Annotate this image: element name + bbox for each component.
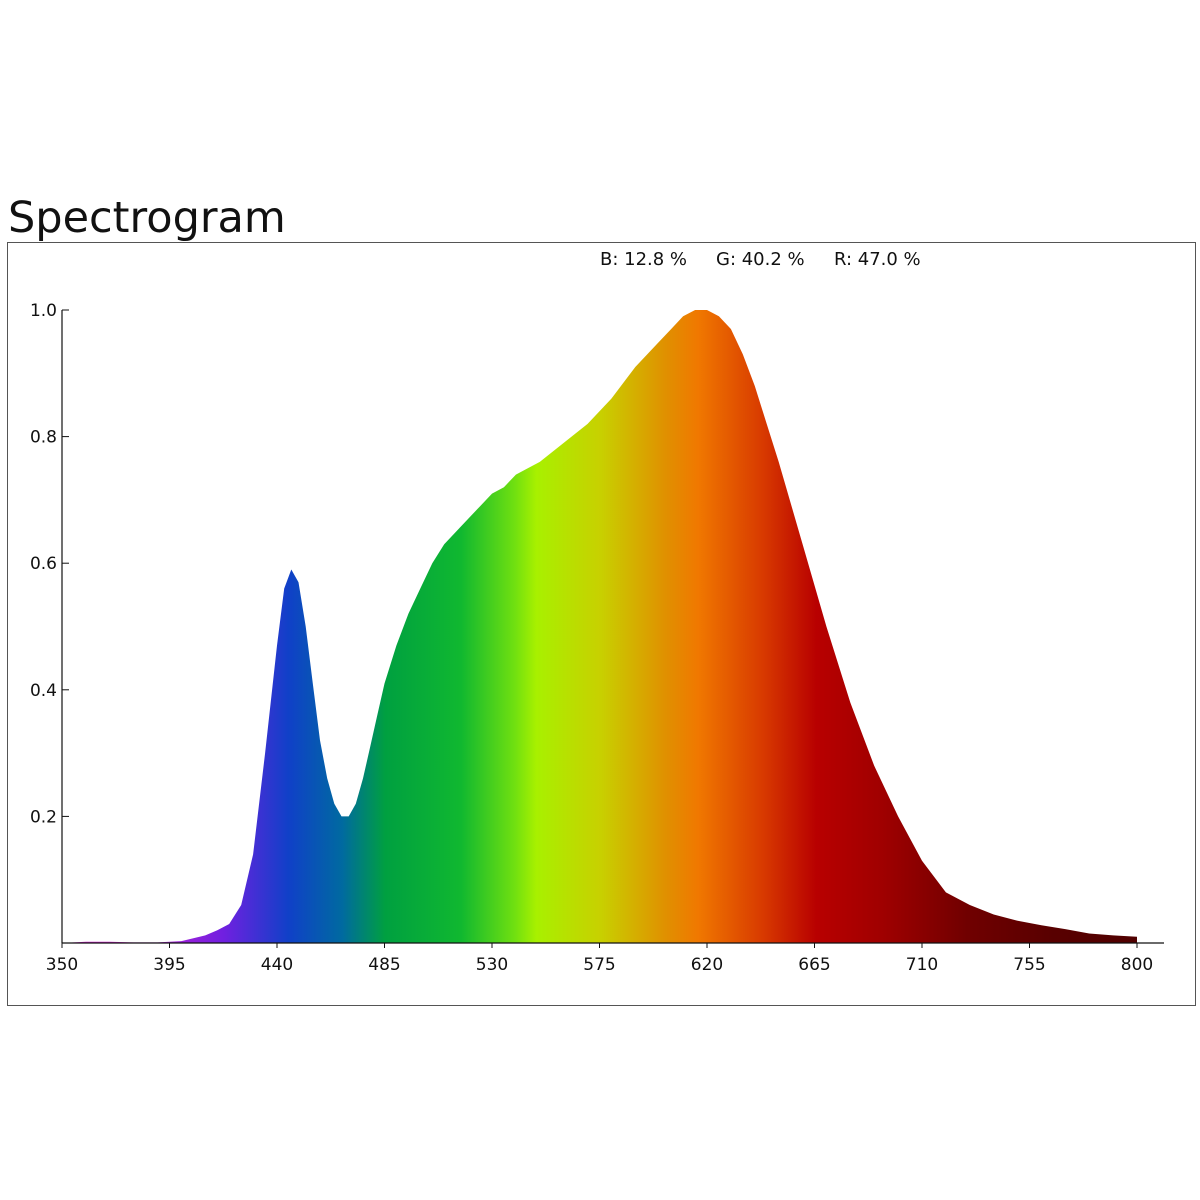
x-tick-label: 575 (583, 955, 615, 975)
y-tick-label: 1.0 (30, 301, 57, 321)
y-tick-label: 0.2 (30, 807, 57, 827)
axes: 350 395 440 485 530 575 620 665 710 755 800 0.2 0.4 0… (30, 301, 1164, 975)
x-tick-label: 800 (1121, 955, 1153, 975)
x-tick-label: 485 (368, 955, 400, 975)
x-tick-label: 620 (691, 955, 723, 975)
x-tick-label: 440 (261, 955, 293, 975)
b-percent: B: 12.8 % (600, 249, 687, 270)
y-tick-label: 0.8 (30, 428, 57, 448)
page-title: Spectrogram (8, 193, 286, 243)
x-tick-label: 755 (1013, 955, 1045, 975)
spectrum-area (62, 310, 1137, 943)
y-tick-label: 0.4 (30, 681, 57, 701)
chart-frame (7, 242, 1196, 1006)
g-percent: G: 40.2 % (716, 249, 805, 270)
x-tick-label: 395 (153, 955, 185, 975)
y-tick-label: 0.6 (30, 554, 57, 574)
r-percent: R: 47.0 % (834, 249, 921, 270)
x-tick-label: 350 (46, 955, 78, 975)
x-tick-label: 530 (476, 955, 508, 975)
x-tick-label: 710 (906, 955, 938, 975)
x-tick-label: 665 (798, 955, 830, 975)
